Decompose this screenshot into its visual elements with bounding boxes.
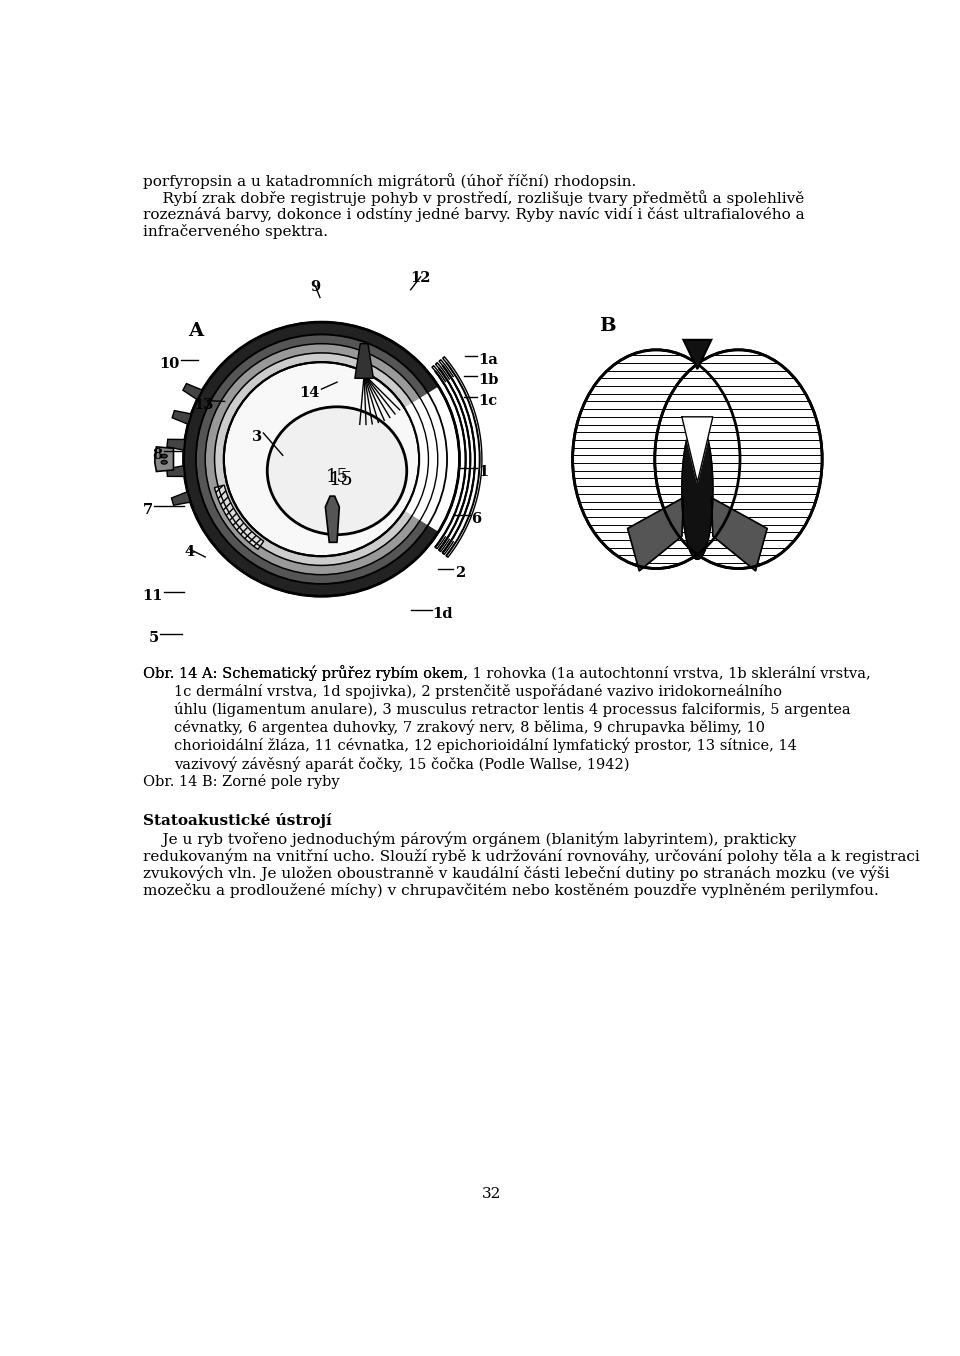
Text: 12: 12 xyxy=(411,270,431,285)
Polygon shape xyxy=(172,492,190,506)
Polygon shape xyxy=(205,343,431,575)
Text: 11: 11 xyxy=(142,589,162,602)
Ellipse shape xyxy=(655,350,822,568)
Polygon shape xyxy=(682,420,713,559)
Text: Obr. 14 A: Schematický průřez rybím okem,: Obr. 14 A: Schematický průřez rybím okem… xyxy=(143,666,473,682)
Text: 3: 3 xyxy=(252,430,262,443)
Text: A: A xyxy=(188,323,204,340)
Polygon shape xyxy=(214,485,264,549)
Text: Je u ryb tvořeno jednoduchým párovým orgánem (blanitým labyrintem), prakticky: Je u ryb tvořeno jednoduchým párovým org… xyxy=(143,831,797,848)
Polygon shape xyxy=(196,335,440,584)
Ellipse shape xyxy=(161,460,167,464)
Text: Obr. 14 B: Zorné pole ryby: Obr. 14 B: Zorné pole ryby xyxy=(143,774,340,789)
Text: úhlu (ligamentum anulare), 3 musculus retractor lentis 4 processus falciformis, : úhlu (ligamentum anulare), 3 musculus re… xyxy=(175,701,851,717)
Polygon shape xyxy=(682,416,713,483)
Ellipse shape xyxy=(572,350,740,568)
Polygon shape xyxy=(404,376,480,542)
Text: 13: 13 xyxy=(194,397,214,412)
Text: 14: 14 xyxy=(300,386,320,400)
Text: vazivový závěsný aparát čočky, 15 čočka (Podle Wallse, 1942): vazivový závěsný aparát čočky, 15 čočka … xyxy=(175,757,630,772)
Text: 15: 15 xyxy=(328,471,353,490)
Polygon shape xyxy=(182,384,203,400)
Text: Statoakustické ústrojí: Statoakustické ústrojí xyxy=(143,812,332,827)
Text: 15: 15 xyxy=(325,468,348,485)
Text: rozeznává barvy, dokonce i odstíny jedné barvy. Ryby navíc vidí i část ultrafial: rozeznává barvy, dokonce i odstíny jedné… xyxy=(143,207,804,222)
Text: 5: 5 xyxy=(149,631,158,645)
Polygon shape xyxy=(183,323,451,597)
Text: chorioidální žláza, 11 cévnatka, 12 epichorioidální lymfatický prostor, 13 sítni: chorioidální žláza, 11 cévnatka, 12 epic… xyxy=(175,738,797,754)
Polygon shape xyxy=(436,362,472,552)
Text: redukovaným na vnitřní ucho. Slouží rybě k udržování rovnováhy, určování polohy : redukovaným na vnitřní ucho. Slouží rybě… xyxy=(143,849,920,864)
Text: mozečku a prodloužené míchy) v chrupavčitém nebo kostěném pouzdře vyplněném peri: mozečku a prodloužené míchy) v chrupavči… xyxy=(143,883,879,898)
Polygon shape xyxy=(167,465,184,476)
Ellipse shape xyxy=(267,407,407,534)
Polygon shape xyxy=(684,340,711,369)
Text: B: B xyxy=(599,317,615,335)
Polygon shape xyxy=(432,366,468,549)
Text: 1c: 1c xyxy=(478,393,497,408)
Polygon shape xyxy=(325,496,339,542)
Text: 1d: 1d xyxy=(432,607,453,621)
Text: 7: 7 xyxy=(142,503,153,517)
Text: 9: 9 xyxy=(310,279,321,294)
Ellipse shape xyxy=(161,454,167,458)
Polygon shape xyxy=(172,411,191,424)
Text: 1b: 1b xyxy=(478,373,498,386)
Polygon shape xyxy=(355,343,373,378)
Text: 1c dermální vrstva, 1d spojivka), 2 prstenčitě uspořádané vazivo iridokorneálníh: 1c dermální vrstva, 1d spojivka), 2 prst… xyxy=(175,683,782,698)
Text: 1a: 1a xyxy=(478,353,498,367)
Text: 8: 8 xyxy=(153,447,162,461)
Text: Obr. 14 A: Schematický průřez rybím okem, 1 rohovka (1a autochtonní vrstva, 1b s: Obr. 14 A: Schematický průřez rybím okem… xyxy=(143,666,871,682)
Polygon shape xyxy=(711,498,767,571)
Polygon shape xyxy=(439,359,477,555)
Circle shape xyxy=(224,362,420,556)
Text: zvukových vln. Je uložen oboustranně v kaudální části lebeční dutiny po stranách: zvukových vln. Je uložen oboustranně v k… xyxy=(143,865,890,881)
Polygon shape xyxy=(155,447,174,472)
Text: 4: 4 xyxy=(184,545,195,559)
Text: 1: 1 xyxy=(478,465,489,479)
Polygon shape xyxy=(443,357,482,557)
Text: Rybí zrak dobře registruje pohyb v prostředí, rozlišuje tvary předmětů a spolehl: Rybí zrak dobře registruje pohyb v prost… xyxy=(143,190,804,206)
Text: porfyropsin a u katadromních migrátorů (úhoř říční) rhodopsin.: porfyropsin a u katadromních migrátorů (… xyxy=(143,174,636,190)
Polygon shape xyxy=(214,353,422,565)
Text: 2: 2 xyxy=(455,567,465,580)
Polygon shape xyxy=(628,498,684,571)
Polygon shape xyxy=(167,439,185,450)
Text: 32: 32 xyxy=(482,1186,502,1201)
Text: 10: 10 xyxy=(159,357,180,370)
Text: infračerveného spektra.: infračerveného spektra. xyxy=(143,224,328,239)
Text: 6: 6 xyxy=(471,511,481,526)
Text: cévnatky, 6 argentea duhovky, 7 zrakový nerv, 8 bělima, 9 chrupavka bělimy, 10: cévnatky, 6 argentea duhovky, 7 zrakový … xyxy=(175,720,765,735)
